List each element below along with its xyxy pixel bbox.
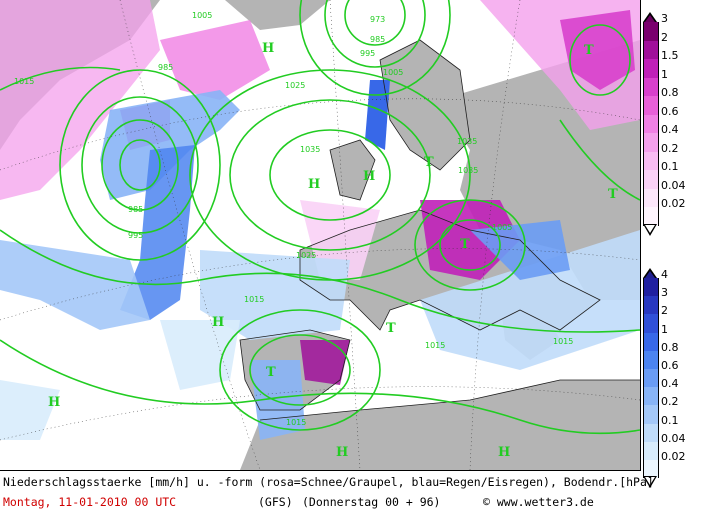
rain-legend-tick: 0.8	[661, 340, 679, 354]
rain-legend-swatch	[643, 369, 659, 388]
low-center: T	[460, 237, 470, 252]
snow-legend-swatch	[643, 22, 659, 41]
snow-legend: 3 2 1.5 1 0.8 0.6 0.4 0.2 0.1 0.04 0.02	[641, 12, 704, 244]
snow-legend-tick: 0.02	[661, 197, 686, 210]
map-canvas: 1005 985 973 985 995 1005 1015 1025 1035…	[0, 0, 640, 470]
rain-legend-swatch	[643, 387, 659, 406]
pressure-label: 995	[128, 231, 143, 240]
rain-legend: 4 3 2 1 0.8 0.6 0.4 0.2 0.1 0.04 0.02	[641, 268, 704, 500]
snow-legend-tick: 1	[661, 67, 668, 81]
snow-legend-swatch	[643, 207, 659, 226]
weather-map: 1005 985 973 985 995 1005 1015 1025 1035…	[0, 0, 641, 471]
coastline-layer	[239, 39, 640, 421]
snow-legend-swatch	[643, 188, 659, 207]
snow-legend-swatch	[643, 133, 659, 152]
pressure-label: 1015	[553, 337, 573, 346]
pressure-label: 1025	[296, 251, 316, 260]
snow-legend-tick: 0.04	[661, 178, 686, 192]
pressure-label: 1025	[285, 81, 305, 90]
run-date: Montag, 11-01-2010 00 UTC	[3, 495, 177, 509]
rain-legend-swatch	[643, 332, 659, 351]
pressure-label: 1015	[286, 418, 306, 427]
snow-legend-swatch	[643, 114, 659, 133]
pressure-label: 1005	[192, 11, 212, 20]
pressure-label: 1035	[300, 145, 320, 154]
high-center: H	[498, 445, 510, 460]
low-center: T	[386, 321, 396, 336]
isobar-layer	[0, 0, 640, 435]
model-name: (GFS)	[258, 495, 293, 509]
rain-legend-swatch	[643, 405, 659, 424]
map-title: Niederschlagsstaerke [mm/h] u. -form (ro…	[3, 475, 654, 489]
pressure-label: 995	[360, 49, 375, 58]
rain-legend-up-arrow-fill	[645, 271, 655, 278]
high-center: H	[363, 169, 375, 184]
high-center: H	[212, 315, 224, 330]
map-caption: Niederschlagsstaerke [mm/h] u. -form (ro…	[0, 471, 654, 513]
snow-legend-swatch	[643, 77, 659, 96]
rain-legend-tick: 0.4	[661, 377, 679, 391]
snow-legend-swatch	[643, 96, 659, 115]
rain-legend-tick: 1	[661, 322, 668, 336]
high-center: H	[308, 177, 320, 192]
snow-legend-up-arrow-fill	[645, 15, 655, 22]
low-center: T	[266, 365, 276, 380]
pressure-label: 985	[158, 63, 173, 72]
low-center: T	[424, 155, 434, 170]
rain-layer	[0, 80, 640, 440]
pressure-label: 1015	[425, 341, 445, 350]
rain-legend-swatch	[643, 423, 659, 442]
rain-legend-tick: 0.02	[661, 450, 686, 463]
pressure-label: 973	[370, 15, 385, 24]
rain-legend-down-arrow-fill	[645, 477, 655, 485]
rain-legend-swatch	[643, 441, 659, 460]
rain-legend-tick: 0.2	[661, 395, 679, 409]
rain-legend-swatch	[643, 296, 659, 315]
snow-legend-down-arrow-fill	[645, 225, 655, 233]
snow-legend-tick: 1.5	[661, 49, 679, 62]
rain-legend-swatch	[643, 350, 659, 369]
snow-legend-swatch	[643, 151, 659, 170]
snow-legend-tick: 0.2	[661, 141, 679, 155]
low-center: T	[584, 43, 594, 58]
snow-legend-tick: 0.1	[661, 160, 679, 173]
pressure-labels: 1005 985 973 985 995 1005 1015 1025 1035…	[14, 11, 573, 427]
low-center: T	[608, 187, 618, 202]
pressure-label: 1035	[457, 137, 477, 146]
copyright-link[interactable]: © www.wetter3.de	[483, 495, 594, 509]
rain-legend-swatch	[643, 278, 659, 297]
pressure-label: 1005	[383, 68, 403, 77]
rain-legend-tick: 0.6	[661, 359, 679, 372]
snow-legend-tick: 0.4	[661, 123, 679, 136]
high-center: H	[48, 395, 60, 410]
rain-legend-tick: 4	[661, 268, 668, 281]
snow-legend-swatch	[643, 170, 659, 189]
snow-legend-swatch	[643, 40, 659, 59]
rain-legend-tick: 0.04	[661, 431, 686, 445]
graticule	[0, 0, 640, 470]
high-center: H	[262, 41, 274, 56]
rain-legend-swatch	[643, 314, 659, 333]
rain-legend-tick: 3	[661, 286, 668, 300]
snow-legend-tick: 3	[661, 12, 668, 25]
snow-legend-swatch	[643, 59, 659, 78]
pressure-label: 1005	[492, 223, 512, 232]
rain-legend-swatch	[643, 460, 659, 479]
snow-legend-tick: 0.8	[661, 86, 679, 99]
rain-legend-tick: 0.1	[661, 413, 679, 427]
high-center: H	[336, 445, 348, 460]
pressure-label: 1035	[458, 166, 478, 175]
pressure-centers: H H H H H H H T T T T T T	[48, 41, 618, 460]
rain-legend-tick: 2	[661, 304, 668, 318]
pressure-label: 985	[370, 35, 385, 44]
pressure-label: 985	[128, 205, 143, 214]
pressure-label: 1015	[244, 295, 264, 304]
valid-time: (Donnerstag 00 + 96)	[302, 495, 441, 509]
snow-legend-tick: 0.6	[661, 104, 679, 118]
snow-legend-tick: 2	[661, 30, 668, 44]
pressure-label: 1015	[14, 77, 34, 86]
